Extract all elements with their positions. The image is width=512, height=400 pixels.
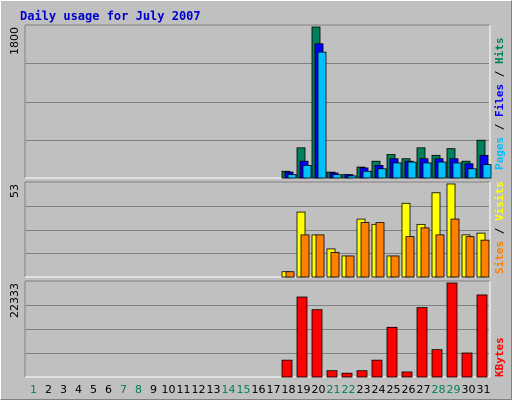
legend-separator: / [493, 64, 506, 84]
bar-pages [317, 51, 327, 179]
x-tick-label: 19 [297, 383, 311, 396]
legend-sites: Sites [493, 241, 506, 274]
bar-sites [390, 255, 400, 278]
bar-kbytes [296, 296, 308, 378]
bar-pages [467, 168, 477, 179]
x-tick-label: 11 [177, 383, 191, 396]
bar-pages [407, 161, 417, 179]
x-tick-label: 9 [150, 383, 157, 396]
x-tick-label: 4 [75, 383, 82, 396]
x-tick-label: 23 [357, 383, 371, 396]
bar-kbytes [386, 326, 398, 378]
bar-sites [405, 236, 415, 278]
bar-kbytes [401, 371, 413, 378]
x-tick-label: 22 [342, 383, 356, 396]
x-tick-label: 20 [312, 383, 326, 396]
x-tick-label: 30 [462, 383, 476, 396]
bar-sites [420, 227, 430, 278]
x-tick-label: 6 [105, 383, 112, 396]
bar-kbytes [341, 372, 353, 378]
bar-pages [452, 162, 462, 179]
x-tick-label: 5 [90, 383, 97, 396]
bar-kbytes [311, 309, 323, 378]
x-tick-label: 15 [237, 383, 251, 396]
bar-kbytes [416, 307, 428, 378]
bar-kbytes [356, 370, 368, 378]
x-tick-label: 14 [222, 383, 236, 396]
legend-pages: Pages [493, 137, 506, 170]
bar-pages [377, 168, 387, 179]
bar-kbytes [461, 352, 473, 378]
plot-area [25, 25, 490, 178]
bar-sites [330, 252, 340, 278]
x-tick-label: 8 [135, 383, 142, 396]
legend-kbytes: KBytes [493, 337, 506, 377]
x-tick-label: 27 [417, 383, 431, 396]
bar-sites [450, 218, 460, 278]
bar-pages [362, 170, 372, 179]
bar-sites [300, 234, 310, 278]
bar-sites [480, 239, 490, 278]
bar-sites [375, 222, 385, 278]
legend-visits-sites: Sites / Visits [493, 181, 506, 274]
bar-pages [422, 162, 432, 179]
x-tick-label: 16 [252, 383, 266, 396]
x-tick-label: 24 [372, 383, 386, 396]
y-max-label: 1800 [8, 27, 21, 55]
x-tick-label: 7 [120, 383, 127, 396]
legend-separator: / [493, 117, 506, 137]
x-tick-label: 28 [432, 383, 446, 396]
bar-pages [482, 164, 492, 179]
x-tick-label: 26 [402, 383, 416, 396]
x-tick-label: 13 [207, 383, 221, 396]
x-tick-label: 17 [267, 383, 281, 396]
bar-sites [345, 255, 355, 278]
legend-visits: Visits [493, 181, 506, 221]
bar-pages [392, 162, 402, 179]
bar-kbytes [446, 282, 458, 378]
bar-kbytes [326, 370, 338, 378]
bar-kbytes [371, 359, 383, 378]
bar-sites [285, 271, 295, 278]
bar-sites [435, 234, 445, 278]
bar-sites [315, 234, 325, 278]
legend-separator: / [493, 221, 506, 241]
x-tick-label: 18 [282, 383, 296, 396]
bar-pages [437, 161, 447, 179]
bar-sites [360, 222, 370, 278]
x-tick-label: 29 [447, 383, 461, 396]
x-tick-label: 12 [192, 383, 206, 396]
legend-hits-files-pages: Pages / Files / Hits [493, 38, 506, 171]
bar-pages [347, 175, 357, 179]
bar-sites [465, 236, 475, 278]
bar-kbytes [476, 294, 488, 378]
x-tick-label: 2 [45, 383, 52, 396]
legend-hits: Hits [493, 38, 506, 65]
bar-pages [287, 174, 297, 179]
y-max-label: 53 [8, 184, 21, 198]
x-tick-label: 21 [327, 383, 341, 396]
bar-kbytes [281, 359, 293, 378]
x-tick-label: 25 [387, 383, 401, 396]
y-max-label: 22333 [8, 283, 21, 318]
x-tick-label: 1 [30, 383, 37, 396]
bar-pages [302, 165, 312, 179]
legend-kbytes: KBytes [493, 337, 506, 377]
chart-title: Daily usage for July 2007 [20, 9, 201, 23]
bar-kbytes [431, 349, 443, 378]
legend-files: Files [493, 84, 506, 117]
bar-pages [332, 174, 342, 179]
x-tick-label: 31 [477, 383, 491, 396]
x-tick-label: 3 [60, 383, 67, 396]
x-tick-label: 10 [162, 383, 176, 396]
